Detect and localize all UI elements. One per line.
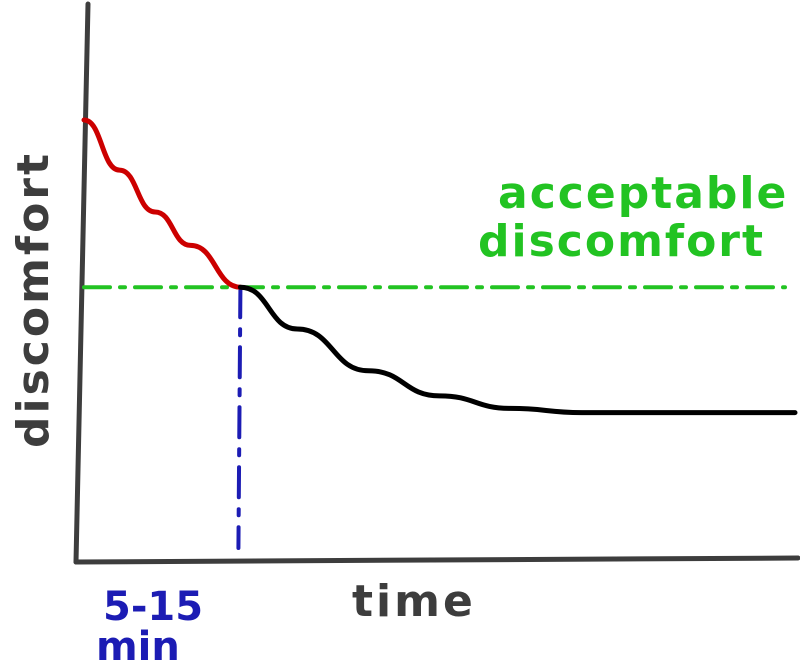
y-axis [73, 1, 91, 565]
y-axis-label: discomfort [8, 151, 59, 448]
time-marker-line [236, 285, 243, 550]
time-marker-label-line2: min [96, 624, 180, 662]
curve-above-threshold [81, 117, 243, 290]
curve-below-threshold [237, 284, 798, 416]
threshold-label-line1: acceptable [498, 168, 788, 219]
threshold-label-line2: discomfort [478, 216, 765, 267]
time-marker-label-line1: 5-15 [103, 584, 203, 630]
x-axis [73, 555, 800, 565]
x-axis-label: time [352, 576, 476, 627]
